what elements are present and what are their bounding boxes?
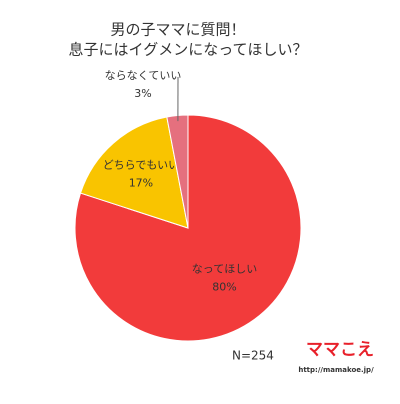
slice-label: ならなくていい [105,69,182,82]
url: http://mamakoe.jp/ [298,366,374,374]
slice-label: どちらでもいい [103,159,179,172]
slice-label: なってほしい [192,262,257,275]
slice-value: 17% [129,177,153,190]
chart-title: 息子にはイグメンになってほしい？ [69,41,308,59]
slice-value: 80% [212,280,236,293]
chart-title: 男の子ママに質問！ [110,21,245,39]
slice-value: 3% [134,87,151,100]
logo: ママこえ [306,340,374,360]
sample-size: N=254 [232,349,274,363]
